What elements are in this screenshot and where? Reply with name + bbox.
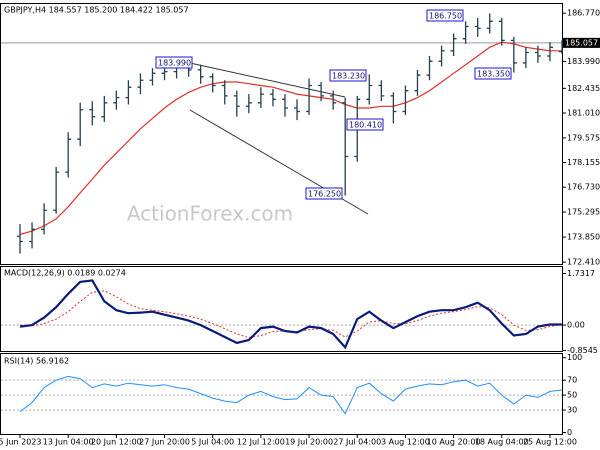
ohlc-bar	[17, 224, 23, 254]
ohlc-bar	[41, 203, 48, 235]
annotation: 180.410	[349, 121, 382, 130]
ohlc-bar	[257, 87, 264, 108]
y-tick-label: 1.7317	[567, 269, 595, 278]
x-tick-label: 12 Jul 12:00	[237, 438, 285, 447]
ohlc-bar	[450, 33, 457, 56]
rsi-header: RSI(14) 56.9162	[4, 357, 69, 366]
annotation-box	[346, 118, 384, 131]
x-tick-label: 5 Jul 04:00	[191, 438, 234, 447]
y-tick-label: 70	[567, 376, 577, 385]
y-tick-label: 183.990	[567, 57, 600, 66]
ohlc-bar	[149, 68, 156, 86]
ohlc-bar	[402, 85, 409, 115]
ohlc-bar	[89, 101, 96, 126]
ohlc-bar	[233, 90, 240, 117]
price-header: GBPJPY,H4 184.557 185.200 184.422 185.05…	[4, 6, 189, 15]
annotation: 183.990	[158, 59, 191, 68]
ohlc-bar	[462, 21, 469, 44]
x-tick-label: 19 Jul 20:00	[285, 438, 333, 447]
ohlc-bar	[486, 13, 493, 34]
x-tick-label: 18 Aug 04:00	[475, 438, 529, 447]
x-tick-label: 20 Jun 12:00	[91, 438, 142, 447]
y-tick-label: 178.155	[567, 158, 600, 167]
ohlc-bar	[366, 74, 373, 105]
ohlc-bar	[245, 94, 252, 114]
x-tick-label: 27 Jul 04:00	[333, 438, 381, 447]
y-tick-label: -0.8545	[567, 346, 598, 355]
macd-header: MACD(12,26,9) 0.0189 0.0274	[4, 269, 126, 278]
ohlc-bar	[53, 166, 60, 214]
price-panel	[0, 3, 563, 265]
ohlc-bar	[306, 78, 313, 115]
annotation: 186.750	[429, 12, 462, 21]
trend-line	[189, 62, 346, 98]
ohlc-bar	[330, 90, 337, 110]
x-tick-label: 3 Aug 12:00	[381, 438, 430, 447]
annotation: 176.250	[308, 190, 341, 199]
ohlc-bar	[546, 42, 553, 62]
ohlc-bar	[197, 64, 204, 84]
ohlc-bar	[209, 73, 216, 93]
x-tick-label: 27 Jun 20:00	[139, 438, 190, 447]
annotation-box	[155, 56, 193, 69]
ohlc-bar	[29, 222, 36, 249]
annotation-box	[305, 187, 343, 200]
line	[19, 279, 562, 350]
annotation-box	[474, 67, 512, 80]
ohlc-bar	[426, 56, 433, 81]
y-tick-label: 186.770	[567, 9, 600, 18]
ohlc-bar	[281, 94, 288, 117]
annotation: 183.350	[477, 70, 510, 79]
current-price-box	[563, 37, 600, 48]
y-tick-label: 175.295	[567, 208, 600, 217]
ohlc-bar	[65, 132, 72, 178]
x-tick-label: 25 Aug 12:00	[523, 438, 577, 447]
ohlc-bar	[438, 45, 445, 67]
ohlc-bar	[522, 47, 529, 69]
ohlc-bar	[101, 95, 108, 122]
ohlc-bar	[113, 90, 120, 110]
annotation-box	[426, 9, 464, 22]
macd-panel	[0, 266, 563, 352]
ohlc-bar	[137, 73, 144, 95]
y-tick-label: 0	[567, 428, 572, 437]
line	[19, 41, 562, 236]
y-tick-label: 179.575	[567, 133, 600, 142]
y-tick-label: 172.410	[567, 258, 600, 267]
rsi-panel	[0, 353, 563, 435]
y-tick-label: 176.730	[567, 183, 600, 192]
ohlc-bar	[498, 17, 505, 46]
ohlc-bar	[474, 17, 481, 37]
watermark: ActionForex.com	[127, 202, 293, 226]
ohlc-bar	[378, 80, 385, 102]
ohlc-bar	[125, 80, 132, 105]
ohlc-bar	[294, 99, 301, 121]
y-tick-label: 0.00	[567, 321, 585, 330]
y-tick-label: 30	[567, 406, 577, 415]
current-price-label: 185.057	[565, 38, 598, 47]
x-tick-label: 10 Aug 20:00	[427, 438, 481, 447]
ohlc-bar	[269, 88, 276, 107]
y-tick-label: 182.435	[567, 84, 600, 93]
x-tick-label: 13 Jun 04:00	[43, 438, 94, 447]
y-tick-label: 173.850	[567, 233, 600, 242]
y-tick-label: 100	[567, 353, 582, 362]
ohlc-bar	[221, 80, 228, 105]
line	[19, 290, 563, 339]
line	[19, 375, 563, 415]
ohlc-bar	[318, 82, 325, 102]
annotation: 183.230	[332, 72, 365, 81]
x-tick-label: 5 Jun 2023	[0, 438, 42, 447]
ohlc-bar	[77, 102, 84, 147]
y-tick-label: 50	[567, 391, 577, 400]
ohlc-bar	[510, 36, 517, 73]
annotation-box	[329, 69, 367, 82]
y-tick-label: 181.010	[567, 109, 600, 118]
ohlc-bar	[390, 92, 397, 124]
ohlc-bar	[534, 45, 541, 63]
ohlc-bar	[414, 69, 421, 96]
ohlc-bar	[342, 97, 349, 196]
